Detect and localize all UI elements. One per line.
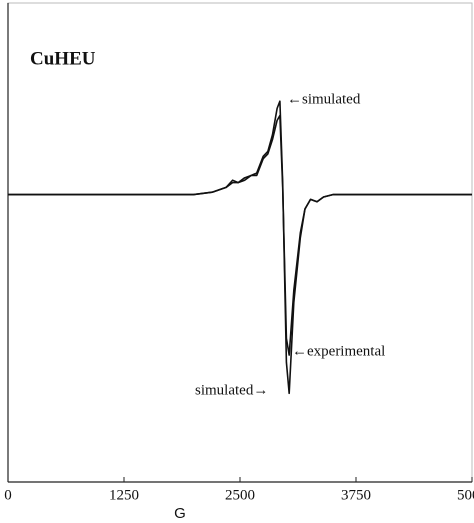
x-tick-label: 2500 bbox=[225, 487, 255, 503]
x-tick-label: 0 bbox=[4, 487, 12, 503]
series-line bbox=[8, 114, 472, 356]
annotation: ←simulated bbox=[287, 91, 361, 107]
x-axis-label: G bbox=[174, 505, 186, 522]
chart-title: CuHEU bbox=[30, 48, 96, 69]
series-line bbox=[8, 100, 472, 395]
annotation: ←experimental bbox=[292, 343, 385, 359]
plot-frame bbox=[7, 2, 473, 483]
x-tick-label: 1250 bbox=[109, 487, 139, 503]
x-tick-label: 3750 bbox=[341, 487, 371, 503]
x-tick-label: 5000 bbox=[457, 487, 474, 503]
annotation: simulated→ bbox=[195, 382, 268, 398]
